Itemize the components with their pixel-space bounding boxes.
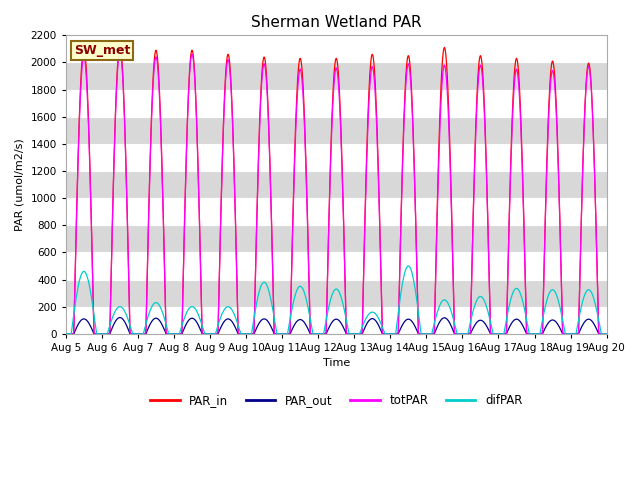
Title: Sherman Wetland PAR: Sherman Wetland PAR xyxy=(251,15,422,30)
Legend: PAR_in, PAR_out, totPAR, difPAR: PAR_in, PAR_out, totPAR, difPAR xyxy=(145,389,527,411)
Text: SW_met: SW_met xyxy=(74,44,131,57)
Bar xyxy=(66,225,607,252)
Bar xyxy=(66,62,607,90)
Y-axis label: PAR (umol/m2/s): PAR (umol/m2/s) xyxy=(15,138,25,231)
Bar xyxy=(66,117,607,144)
Bar xyxy=(66,279,607,307)
X-axis label: Time: Time xyxy=(323,359,350,368)
Bar xyxy=(66,171,607,198)
